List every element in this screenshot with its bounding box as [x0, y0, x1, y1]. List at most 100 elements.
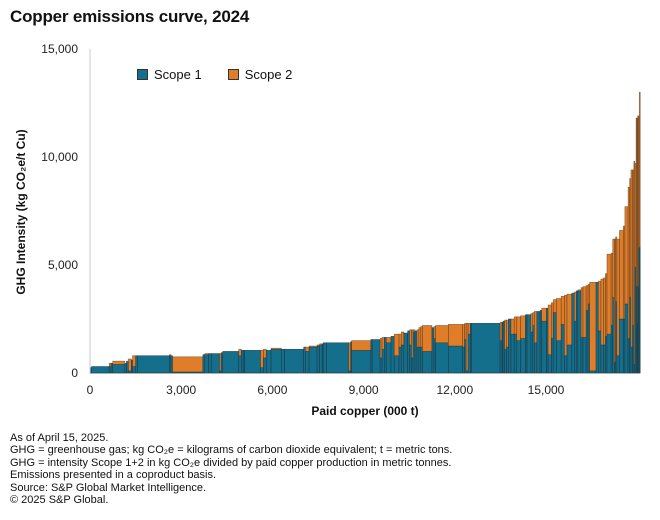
bar-scope-2: [319, 343, 323, 346]
footnote-methodology: GHG = intensity Scope 1+2 in kg CO₂e div…: [10, 456, 452, 469]
bar-scope-2: [638, 91, 641, 249]
bar-scope-1: [560, 324, 565, 374]
bar-scope-2: [351, 340, 372, 351]
bar-scope-2: [534, 311, 538, 344]
bar-scope-1: [210, 353, 220, 374]
bar-scope-2: [316, 344, 320, 347]
bar-scope-2: [270, 347, 282, 350]
bar-scope-1: [381, 348, 385, 374]
bar-scope-2: [260, 350, 264, 368]
y-tick-label: 0: [71, 366, 78, 380]
bar-scope-2: [510, 318, 515, 335]
bar-scope-2: [556, 298, 562, 341]
bar-scope-1: [624, 303, 629, 374]
bar-scope-1: [403, 332, 408, 374]
bar-scope-1: [316, 345, 320, 374]
bar-scope-2: [598, 280, 602, 332]
bar-scope-2: [238, 348, 242, 357]
bar-scope-1: [244, 350, 261, 374]
y-tick-label: 15,000: [41, 42, 78, 56]
bar-scope-1: [638, 247, 641, 374]
bar-scope-1: [582, 337, 587, 374]
bar-scope-1: [91, 366, 110, 374]
emissions-curve-chart: 0 5,000 10,000 15,000 0 3,000 6,000 9,000 12,00…: [14, 42, 641, 418]
bar-scope-1: [600, 344, 604, 374]
bar-scope-2: [169, 354, 172, 357]
bar-scope-1: [467, 333, 471, 374]
legend-label-scope-2: Scope 2: [244, 67, 293, 82]
y-tick-label: 10,000: [41, 150, 78, 164]
bar-scope-1: [263, 357, 267, 374]
bar-scope-2: [467, 323, 471, 335]
bar-scope-1: [556, 340, 562, 374]
bar-scope-1: [520, 338, 526, 374]
bar-scope-2: [513, 316, 518, 335]
x-tick-label: 12,000: [436, 383, 473, 397]
bar-scope-2: [128, 358, 132, 372]
bar-scope-2: [381, 337, 385, 350]
bar-scope-1: [598, 330, 602, 374]
bar-scope-2: [600, 278, 604, 346]
bar-scope-1: [284, 348, 304, 374]
bar-scope-1: [204, 354, 209, 374]
bar-scope-2: [172, 356, 204, 373]
bar-scope-1: [552, 312, 557, 374]
x-tick-label: 6,000: [257, 383, 287, 397]
bar-scope-2: [582, 286, 587, 338]
bar-scope-1: [595, 281, 599, 374]
chart-title: Copper emissions curve, 2024: [10, 7, 250, 26]
bar-scope-2: [422, 325, 433, 352]
bar-scope-1: [398, 346, 402, 374]
bar-scope-2: [547, 304, 552, 355]
bar-scope-1: [547, 354, 552, 374]
footnote-date: As of April 15, 2025.: [10, 432, 109, 444]
x-tick-label: 15,000: [528, 383, 565, 397]
bar-scope-1: [390, 335, 395, 374]
bar-scope-1: [577, 290, 582, 374]
bar-scope-1: [471, 323, 501, 374]
y-tick-labels: 0 5,000 10,000 15,000: [41, 42, 78, 380]
bar-scope-1: [571, 292, 575, 374]
bars-group: [89, 91, 641, 374]
bar-scope-1: [393, 355, 400, 374]
bar-scope-1: [112, 364, 126, 374]
y-axis-title: GHG Intensity (kg CO₂e/t Cu): [14, 129, 28, 294]
bar-scope-1: [319, 344, 323, 374]
bar-scope-1: [513, 333, 518, 374]
bar-scope-2: [393, 333, 400, 357]
bar-scope-1: [510, 333, 515, 374]
bar-scope-2: [564, 294, 568, 357]
bar-scope-1: [322, 342, 327, 374]
scope-1-swatch: [137, 69, 148, 80]
bar-scope-1: [566, 344, 573, 374]
bar-scope-1: [435, 342, 449, 374]
bar-scope-2: [112, 360, 126, 365]
bar-scope-2: [304, 346, 310, 352]
footnotes: As of April 15, 2025. GHG = greenhouse g…: [10, 432, 452, 506]
x-axis-title: Paid copper (000 t): [311, 404, 418, 418]
bar-scope-1: [128, 370, 132, 374]
scope-2-swatch: [227, 69, 239, 80]
bar-scope-2: [398, 333, 402, 348]
bar-scope-2: [132, 355, 137, 367]
bar-scope-1: [260, 367, 264, 374]
bar-scope-2: [566, 293, 573, 346]
bar-scope-1: [265, 350, 272, 374]
legend-item-scope-2[interactable]: Scope 2: [227, 67, 293, 82]
bar-scope-1: [516, 340, 521, 374]
footnote-definitions: GHG = greenhouse gas; kg CO₂e = kilogram…: [10, 444, 453, 457]
bar-scope-1: [400, 344, 405, 374]
footnote-source: Source: S&P Global Market Intelligence.: [10, 481, 207, 494]
bar-scope-1: [508, 318, 512, 374]
bar-scope-2: [541, 307, 547, 322]
bar-scope-1: [238, 355, 242, 374]
bar-scope-1: [534, 342, 538, 374]
bar-scope-2: [606, 253, 612, 335]
bar-scope-1: [589, 370, 597, 374]
bar-scope-2: [204, 353, 209, 355]
legend-item-scope-1[interactable]: Scope 1: [137, 67, 202, 82]
bar-scope-1: [616, 355, 620, 374]
bar-scope-1: [270, 348, 282, 374]
bar-scope-2: [577, 289, 582, 292]
bar-scope-1: [422, 351, 433, 374]
